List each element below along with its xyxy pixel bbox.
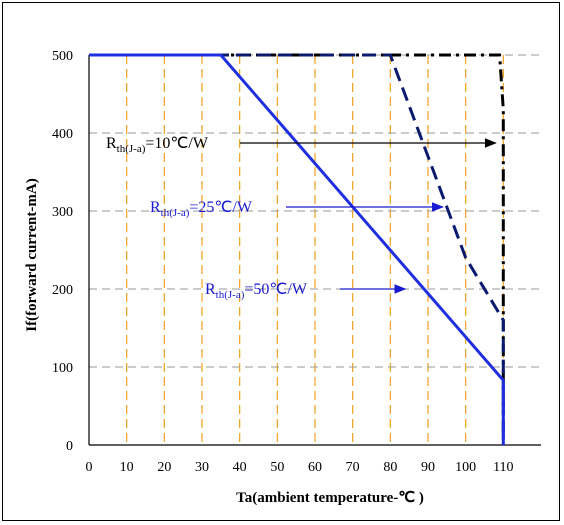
y-tick-label: 300 — [52, 205, 73, 220]
x-tick-label: 110 — [493, 460, 513, 475]
y-tick-label: 200 — [52, 283, 73, 298]
annotation-sub: th(J-a) — [216, 289, 245, 301]
vertical-gridlines — [126, 55, 504, 445]
annotation-main: R — [205, 281, 216, 298]
y-tick-label: 0 — [66, 439, 73, 454]
series-lines — [89, 53, 505, 445]
annotation-label: Rth(J-a)=10℃/W — [106, 135, 209, 155]
x-axis-label: Ta(ambient temperature-℃ ) — [236, 490, 424, 506]
x-tick-label: 80 — [383, 460, 397, 475]
x-tick-label: 70 — [346, 460, 360, 475]
series-line-r50 — [89, 53, 505, 445]
annotation-main: R — [106, 135, 117, 152]
x-tick-label: 0 — [86, 460, 93, 475]
x-tick-labels: 0 10 20 30 40 50 60 70 80 90 100 110 — [86, 460, 514, 475]
series-line-r10 — [89, 53, 505, 445]
x-tick-label: 20 — [157, 460, 171, 475]
y-tick-label: 100 — [52, 361, 73, 376]
annotations: Rth(J-a)=10℃/WRth(J-a)=25℃/WRth(J-a)=50℃… — [106, 135, 497, 301]
axes — [88, 55, 541, 446]
y-tick-labels: 0 100 200 300 400 500 — [52, 49, 73, 454]
annotation-label: Rth(J-a)=25℃/W — [150, 199, 253, 219]
annotation-label: Rth(J-a)=50℃/W — [205, 281, 308, 301]
annotation-rest: =10℃/W — [145, 135, 208, 152]
annotation-sub: th(J-a) — [161, 207, 190, 219]
series-line-r25 — [89, 53, 505, 445]
x-tick-label: 100 — [455, 460, 476, 475]
x-tick-label: 90 — [421, 460, 435, 475]
annotation-sub: th(J-a) — [117, 143, 146, 155]
annotation-rest: =25℃/W — [189, 199, 252, 216]
x-tick-label: 40 — [233, 460, 247, 475]
y-tick-label: 400 — [52, 127, 73, 142]
x-tick-label: 60 — [308, 460, 322, 475]
chart-frame — [2, 2, 560, 521]
y-tick-label: 500 — [52, 49, 73, 64]
y-axis-label: If(forward current-mA) — [24, 178, 40, 331]
x-tick-label: 50 — [270, 460, 284, 475]
annotation-rest: =50℃/W — [244, 281, 307, 298]
annotation-main: R — [150, 199, 161, 216]
x-tick-label: 30 — [195, 460, 209, 475]
x-tick-label: 10 — [120, 460, 134, 475]
